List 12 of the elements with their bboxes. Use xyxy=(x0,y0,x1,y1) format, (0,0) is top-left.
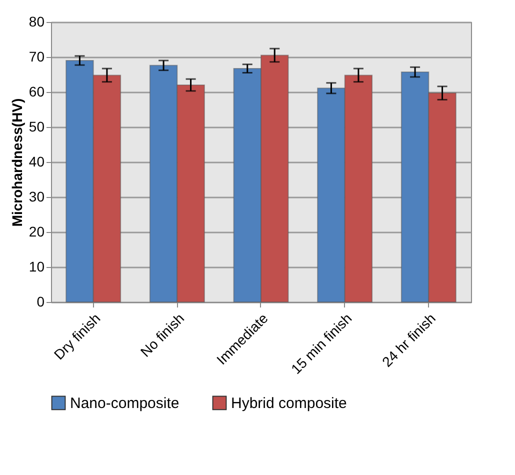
y-tick-label: 80 xyxy=(28,14,45,30)
legend-label: Nano-composite xyxy=(70,394,180,412)
y-axis-title: Microhardness(HV) xyxy=(8,98,25,227)
y-tick-label: 50 xyxy=(28,118,45,134)
y-tick-label: 0 xyxy=(36,294,45,310)
y-tick-label: 20 xyxy=(28,224,45,240)
y-tick-label: 60 xyxy=(28,84,45,100)
y-tick-label: 40 xyxy=(28,154,45,170)
legend-label: Hybrid composite xyxy=(231,394,347,412)
y-tick-label: 70 xyxy=(28,48,45,64)
y-tick-label: 10 xyxy=(28,258,45,274)
y-tick-label: 30 xyxy=(28,188,45,204)
